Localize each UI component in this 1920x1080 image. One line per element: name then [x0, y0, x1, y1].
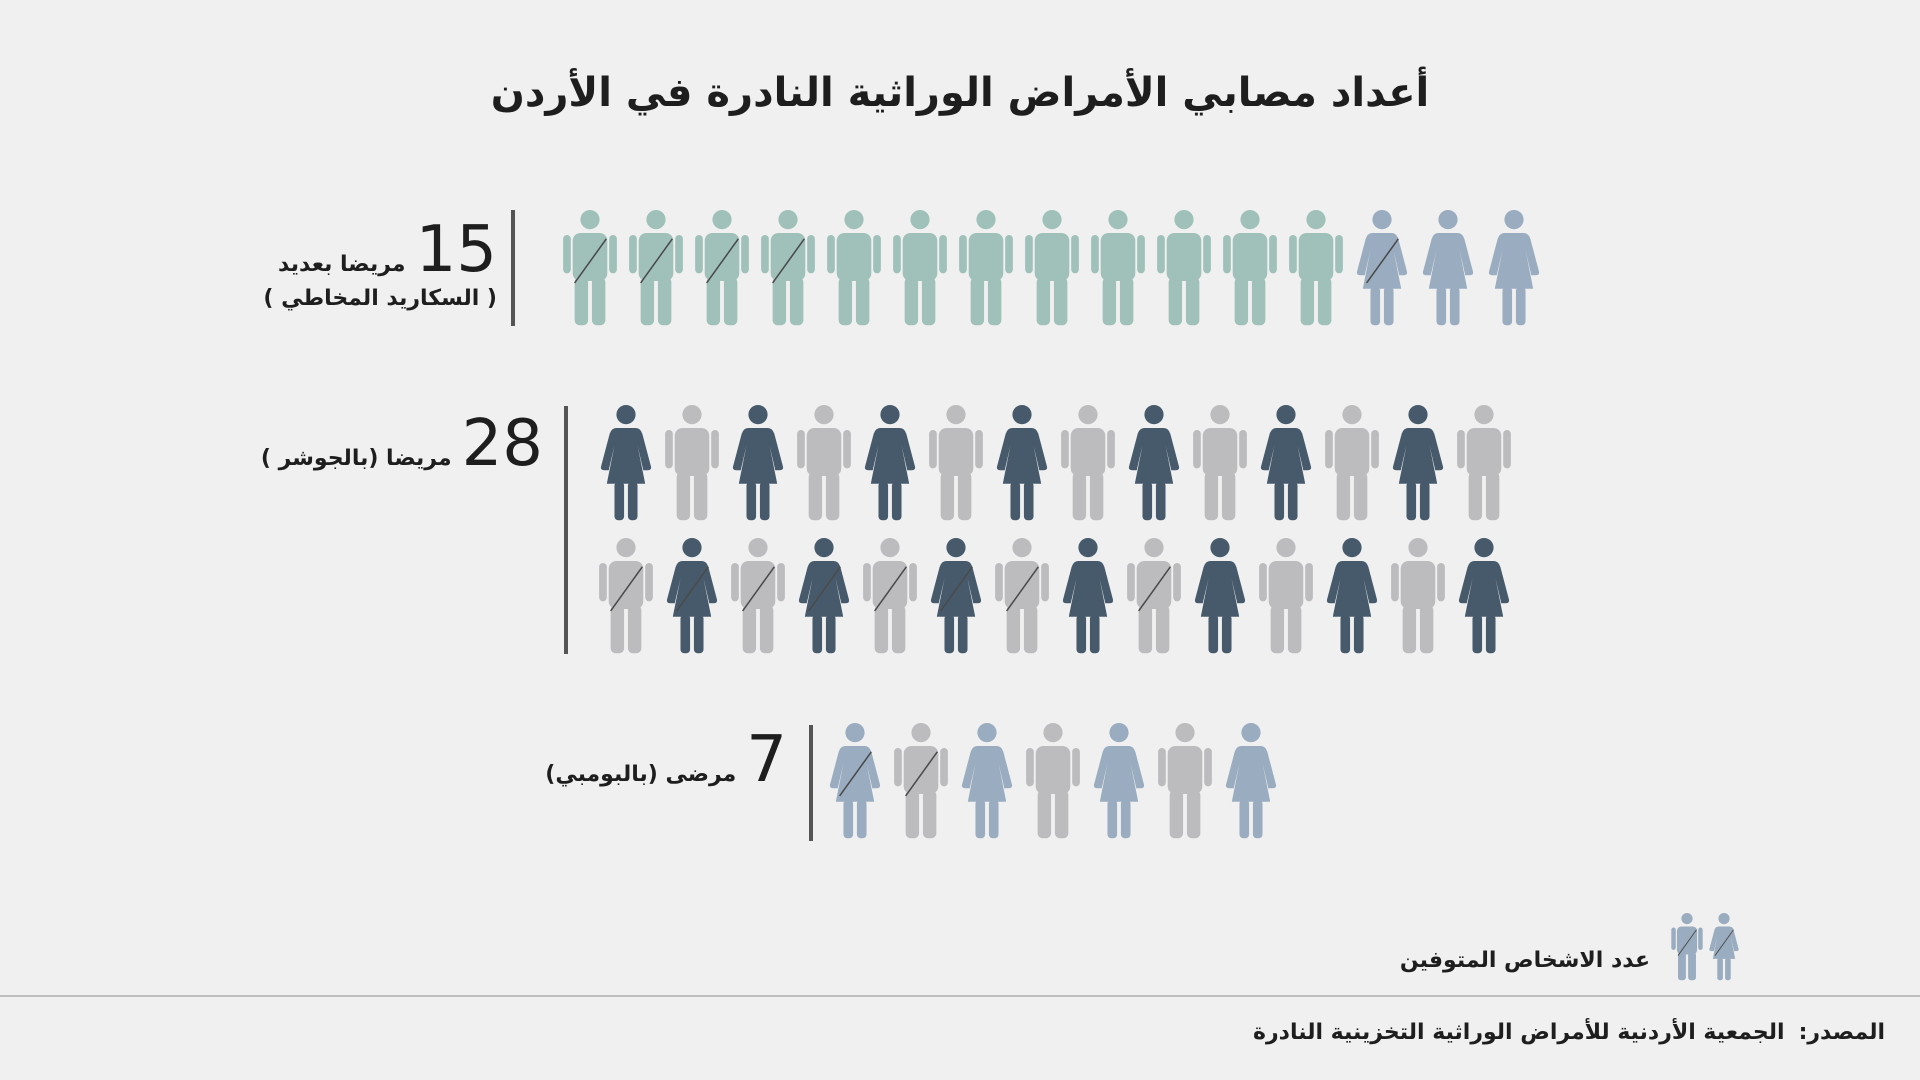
person-icon [959, 210, 1013, 326]
person-icon [1325, 405, 1379, 521]
person-icon [600, 405, 652, 521]
person-icon [930, 538, 982, 654]
person-icon [893, 210, 947, 326]
person-icon [1127, 538, 1181, 654]
label-pompe: مرضى (بالبومبي) [545, 762, 737, 787]
person-icon [797, 405, 851, 521]
person-icon [732, 405, 784, 521]
person-icon [563, 210, 617, 326]
person-icon [1093, 723, 1145, 839]
count-mps: 15 [415, 213, 497, 287]
person-icon [1157, 210, 1211, 326]
person-icon [1289, 210, 1343, 326]
person-icon [829, 723, 881, 839]
person-icon [1326, 538, 1378, 654]
person-icon [599, 538, 653, 654]
person-icon [731, 538, 785, 654]
person-icon [1025, 210, 1079, 326]
legend-icon [1709, 913, 1739, 981]
person-icon [666, 538, 718, 654]
person-icon [1225, 723, 1277, 839]
person-icon [629, 210, 683, 326]
chart-title: أعداد مصابي الأمراض الوراثية النادرة في … [490, 70, 1430, 116]
person-icon [1026, 723, 1080, 839]
person-icon [1062, 538, 1114, 654]
person-icon [1158, 723, 1212, 839]
person-icon [1488, 210, 1540, 326]
person-icon [1128, 405, 1180, 521]
legend-label: عدد الاشخاص المتوفين [1399, 948, 1650, 973]
person-icon [1391, 538, 1445, 654]
person-icon [798, 538, 850, 654]
row-divider-mps [511, 210, 515, 326]
person-icon [1091, 210, 1145, 326]
row-label-mps: 15 مريضا بعديد ( السكاريد المخاطي ) [263, 218, 497, 311]
person-icon [761, 210, 815, 326]
source-text: الجمعية الأردنية للأمراض الوراثية التخزي… [1253, 1020, 1785, 1045]
person-icon [1061, 405, 1115, 521]
person-icon [1223, 210, 1277, 326]
person-icon [665, 405, 719, 521]
person-icon [863, 538, 917, 654]
row-label-gaucher: 28 مريضا (بالجوشر ) [261, 412, 543, 476]
person-icon [1392, 405, 1444, 521]
source-prefix: المصدر: [1798, 1020, 1885, 1045]
person-icon [1458, 538, 1510, 654]
person-icon [1193, 405, 1247, 521]
person-icon [1259, 538, 1313, 654]
legend-icon [1671, 913, 1703, 981]
person-icon [961, 723, 1013, 839]
label-mps: مريضا بعديد [278, 252, 406, 277]
person-icon [996, 405, 1048, 521]
person-icon [827, 210, 881, 326]
label-gaucher: مريضا (بالجوشر ) [260, 446, 452, 471]
person-icon [1422, 210, 1474, 326]
person-icon [1356, 210, 1408, 326]
row-divider-pompe [809, 725, 813, 841]
person-icon [929, 405, 983, 521]
person-icon [894, 723, 948, 839]
row-divider-gaucher [564, 406, 568, 654]
person-icon [1194, 538, 1246, 654]
row-label-pompe: 7 مرضى (بالبومبي) [545, 728, 787, 792]
count-gaucher: 28 [461, 407, 543, 481]
person-icon [864, 405, 916, 521]
count-pompe: 7 [746, 723, 787, 797]
source-line: المصدر: الجمعية الأردنية للأمراض الوراثية… [1253, 1020, 1885, 1045]
person-icon [695, 210, 749, 326]
person-icon [995, 538, 1049, 654]
person-icon [1457, 405, 1511, 521]
person-icon [1260, 405, 1312, 521]
sublabel-mps: ( السكاريد المخاطي ) [263, 286, 497, 311]
footer-divider [0, 995, 1920, 997]
